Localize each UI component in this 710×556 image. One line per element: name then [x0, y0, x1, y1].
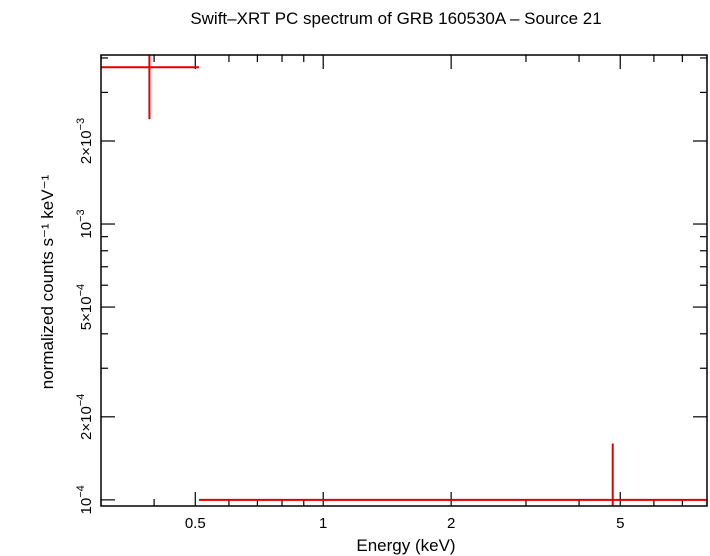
- data-point: [101, 55, 199, 120]
- x-tick-label: 1: [319, 515, 327, 532]
- y-tick-label: 2×10−4: [75, 394, 95, 440]
- data-point: [198, 443, 707, 506]
- y-tick-label: 10−3: [75, 209, 95, 238]
- y-tick-label: 10−4: [75, 485, 95, 514]
- x-tick-label: 5: [616, 515, 624, 532]
- x-tick-label: 0.5: [185, 515, 206, 532]
- y-tick-labels: 10−4 2×10−4 5×10−4 10−3 2×10−3: [75, 118, 95, 515]
- plot-frame: [100, 54, 708, 507]
- x-axis-label: Energy (keV): [356, 536, 455, 555]
- y-tick-label: 2×10−3: [75, 118, 95, 164]
- x-tick-labels: 0.5 1 2 5: [185, 515, 625, 532]
- y-axis-label: normalized counts s⁻¹ keV⁻¹: [38, 174, 57, 389]
- chart-title: Swift–XRT PC spectrum of GRB 160530A – S…: [190, 9, 601, 28]
- x-tick-label: 2: [447, 515, 455, 532]
- data-points: [101, 55, 707, 506]
- axis-ticks: [100, 55, 708, 506]
- y-tick-label: 5×10−4: [75, 284, 95, 330]
